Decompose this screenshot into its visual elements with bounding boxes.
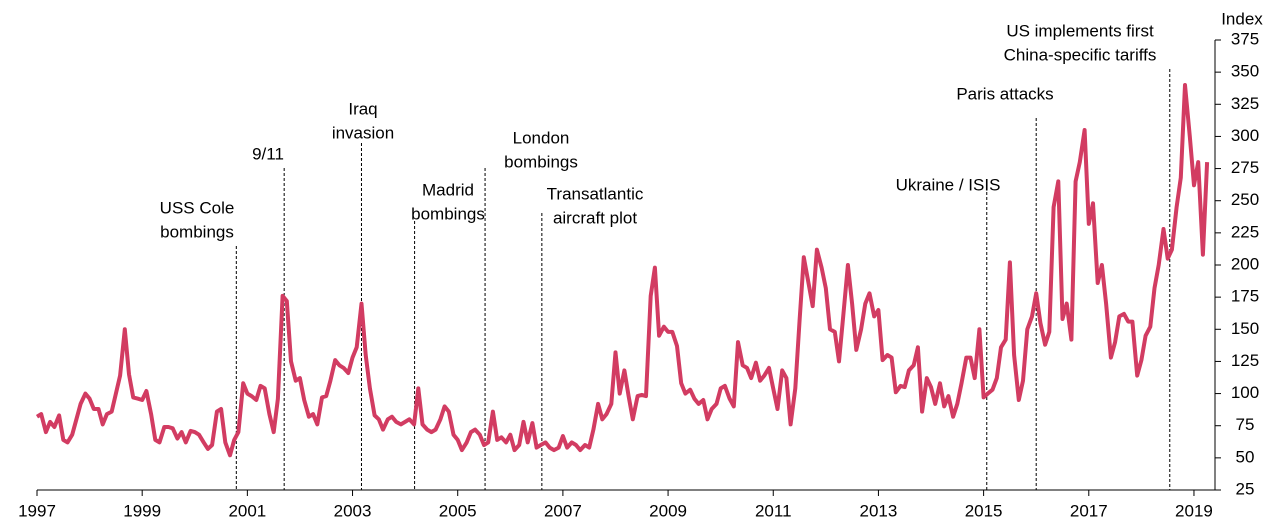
y-axis-label: Index (1221, 9, 1263, 28)
x-tick-label: 2005 (439, 501, 477, 520)
x-tick-label: 2009 (649, 501, 687, 520)
x-tick-label: 2019 (1175, 501, 1213, 520)
event-label: Ukraine / ISIS (896, 175, 1001, 194)
x-tick-label: 2017 (1070, 501, 1108, 520)
event-label: bombings (504, 152, 578, 171)
y-tick-label: 175 (1231, 287, 1259, 306)
event-label: US implements first (1006, 21, 1154, 40)
x-tick-label: 2015 (965, 501, 1003, 520)
x-tick-label: 2011 (755, 501, 792, 520)
event-label: Madrid (422, 180, 474, 199)
y-tick-label: 100 (1231, 383, 1259, 402)
y-tick-label: 75 (1236, 415, 1255, 434)
y-tick-label: 325 (1231, 94, 1259, 113)
series-line (35, 83, 1210, 458)
event-label: London (513, 128, 570, 147)
x-tick-label: 2001 (228, 501, 266, 520)
x-tick-label: 2013 (860, 501, 898, 520)
event-label: Iraq (348, 99, 377, 118)
x-tick-label: 1997 (18, 501, 56, 520)
event-label: invasion (332, 123, 394, 142)
event-label: bombings (160, 222, 234, 241)
x-tick-label: 2007 (544, 501, 582, 520)
y-tick-label: 25 (1236, 479, 1255, 498)
y-tick-label: 375 (1231, 29, 1259, 48)
event-label: bombings (411, 204, 485, 223)
y-tick-label: 150 (1231, 319, 1259, 338)
y-tick-label: 350 (1231, 62, 1259, 81)
y-tick-label: 50 (1236, 447, 1255, 466)
x-tick-label: 2003 (334, 501, 372, 520)
y-tick-label: 250 (1231, 190, 1259, 209)
event-label: 9/11 (252, 144, 284, 163)
y-tick-label: 300 (1231, 126, 1259, 145)
x-tick-label: 1999 (123, 501, 161, 520)
y-tick-label: 125 (1231, 351, 1259, 370)
event-label: Paris attacks (956, 84, 1053, 103)
event-label: Transatlantic (547, 184, 644, 203)
event-label: USS Cole (160, 198, 235, 217)
y-tick-label: 275 (1231, 158, 1259, 177)
event-label: aircraft plot (553, 208, 637, 227)
event-label: China-specific tariffs (1004, 45, 1157, 64)
y-tick-label: 225 (1231, 222, 1259, 241)
y-tick-label: 200 (1231, 254, 1259, 273)
